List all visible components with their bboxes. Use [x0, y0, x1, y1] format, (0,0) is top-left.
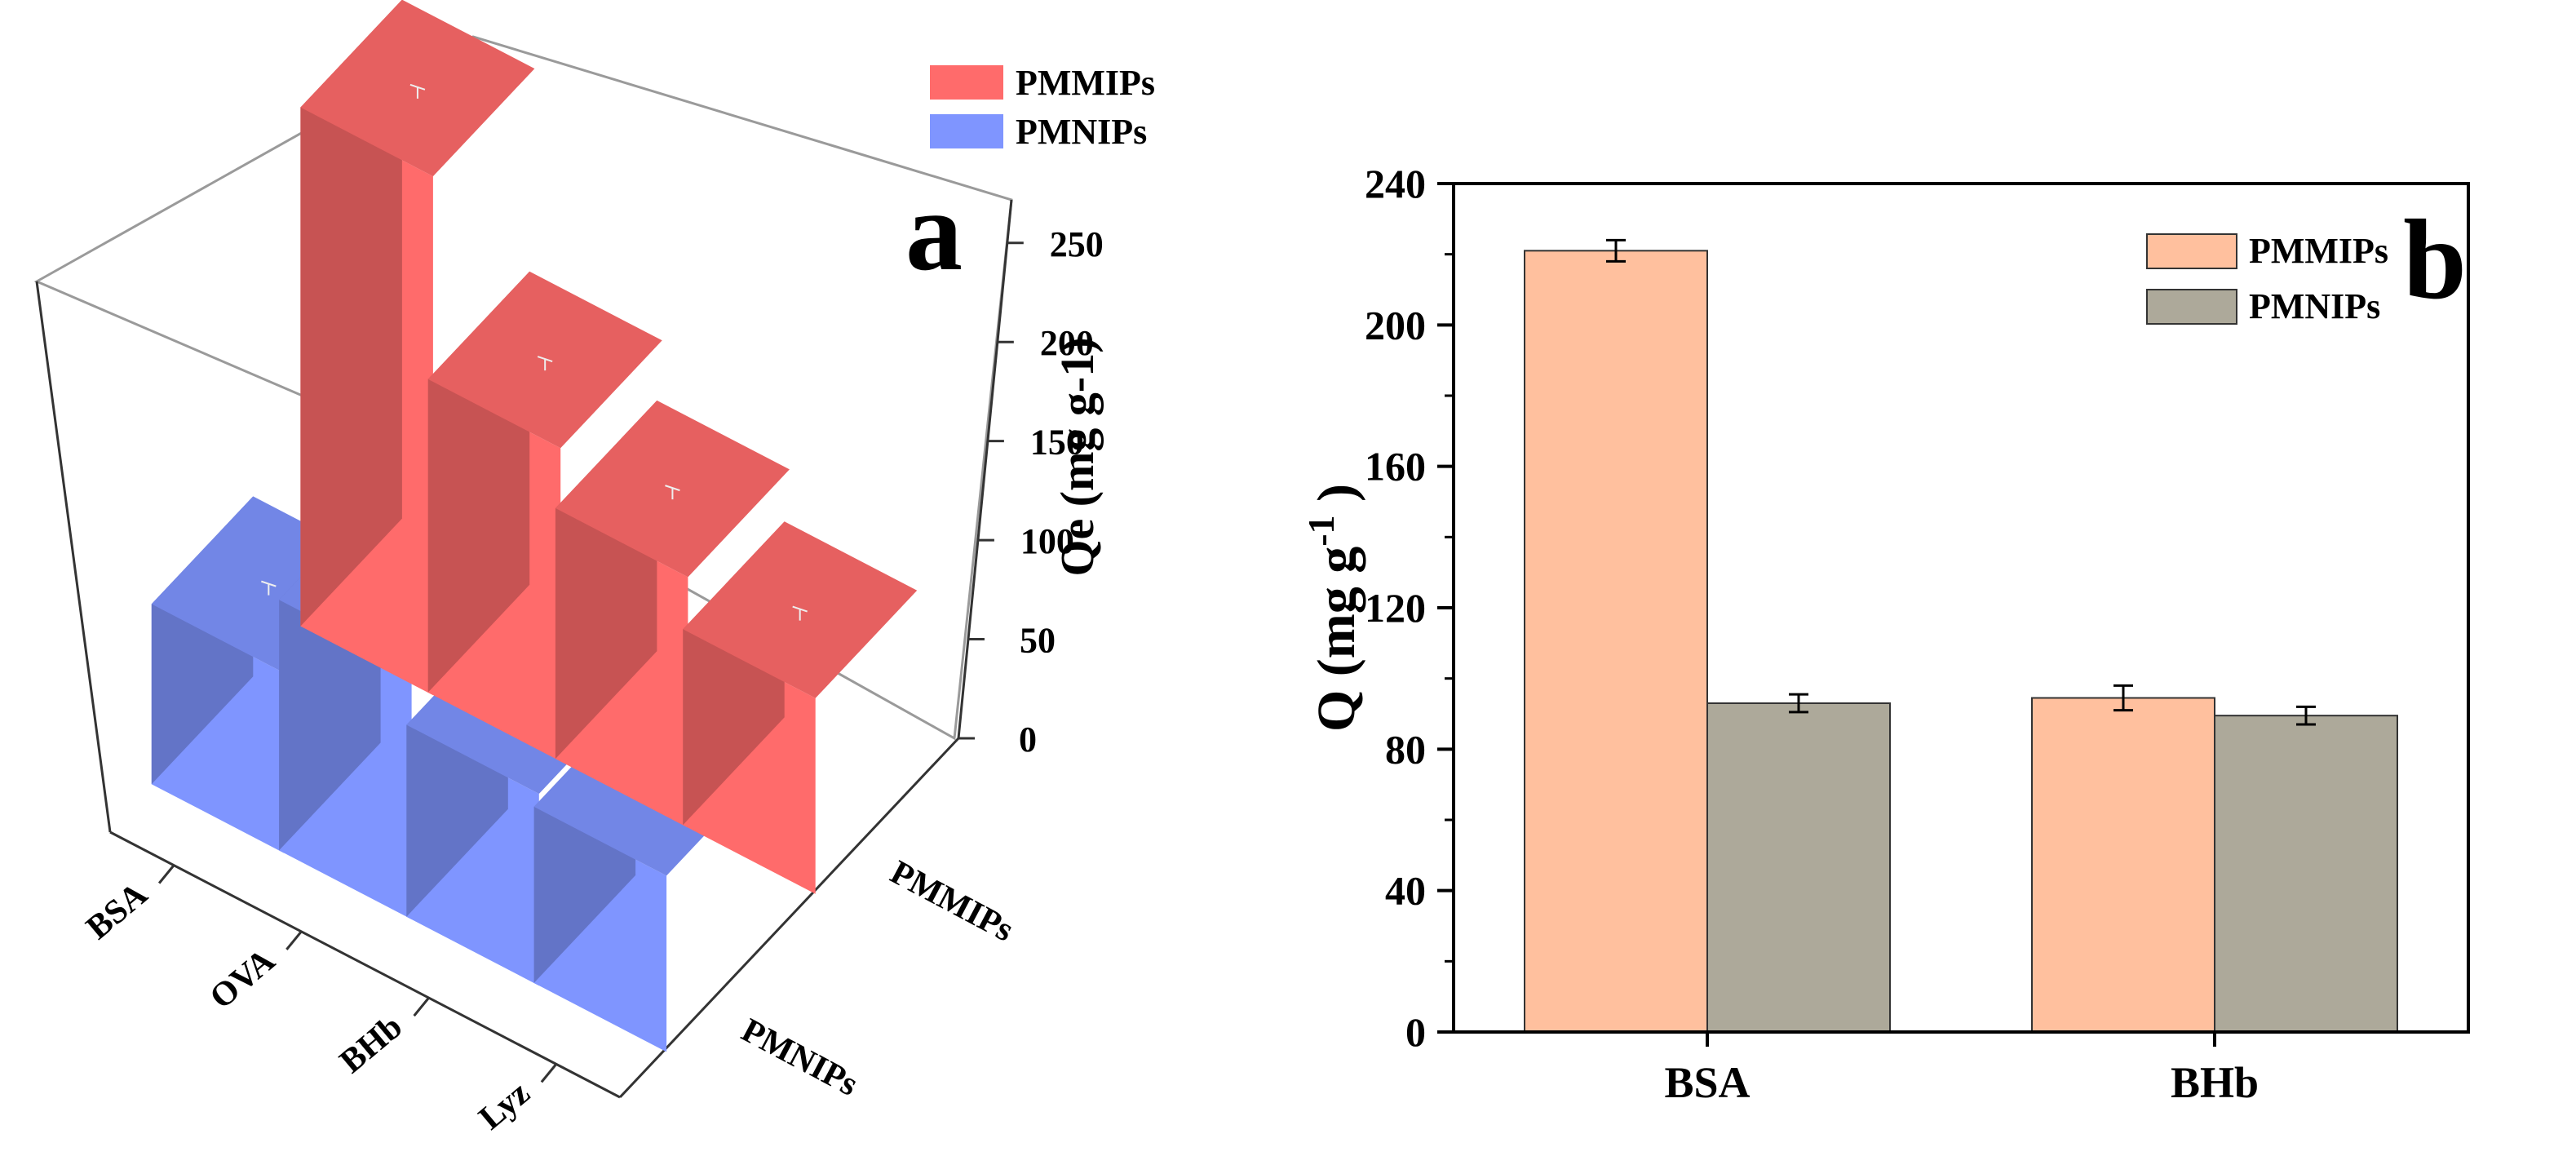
legend-a-label-pmmips: PMMIPs: [1016, 63, 1155, 103]
error-bar-pmmips-bsa: [1606, 238, 1626, 263]
series-label-pmnips: PMNIPs: [736, 1012, 865, 1104]
panel-b-legend: PMMIPs PMNIPs: [2146, 231, 2388, 326]
bar-pmmips-bsa: [300, 0, 535, 696]
panel-a-axes: [35, 199, 1013, 1099]
z-tick-label-150: 150: [1030, 423, 1084, 463]
cat-tick: [540, 1063, 558, 1083]
category-label-bhb: BHb: [333, 1008, 409, 1081]
bar-error-mark: [792, 605, 808, 621]
bar-pmmips-lyz: [683, 521, 918, 894]
panel-a-bars: [151, 0, 918, 1052]
y-tick-label-0: 0: [1405, 1009, 1426, 1055]
z-tick-label-50: 50: [1020, 621, 1056, 661]
x-tick-label-bhb: BHb: [2171, 1058, 2259, 1107]
bar-pmmips-bsa: [1524, 250, 1708, 1034]
panel-a-letter: a: [905, 168, 963, 295]
error-bar-pmnips-bsa: [1789, 693, 1808, 714]
legend-b-swatch-pmnips: [2146, 289, 2237, 325]
y-tick-label-160: 160: [1365, 444, 1426, 489]
cat-tick: [285, 930, 303, 950]
panel-b-category-labels: BSA BHb: [1664, 1032, 2259, 1107]
legend-a-label-pmnips: PMNIPs: [1016, 112, 1147, 152]
panel-b-bar-chart: 0 40 80 120 160 200 240 BSA BHb Q (mg g-1 ) PMM…: [1300, 161, 2470, 1107]
z-tick-label-100: 100: [1020, 521, 1074, 561]
cat-tick: [157, 864, 175, 884]
panel-b-bars: [1524, 238, 2398, 1034]
z-tick-label-200: 200: [1040, 323, 1094, 363]
category-label-bsa: BSA: [79, 875, 155, 947]
y-tick-label-200: 200: [1365, 302, 1426, 348]
bar-error-mark: [665, 485, 680, 500]
cat-tick: [413, 997, 430, 1017]
svg-text:Q (mg g-1 ): Q (mg g-1 ): [1300, 484, 1367, 732]
legend-b-label-pmnips: PMNIPs: [2249, 286, 2380, 326]
legend-a-swatch-pmmips: [930, 65, 1003, 100]
panel-b-y-axis-label: Q (mg g-1 ): [1300, 484, 1367, 732]
legend-b-label-pmmips: PMMIPs: [2249, 231, 2388, 271]
category-label-ova: OVA: [203, 941, 282, 1016]
bar-side-face: [300, 0, 402, 627]
z-tick-label-0: 0: [1019, 720, 1037, 760]
bar-pmmips-bhb: [555, 400, 790, 828]
error-bar-pmmips-bhb: [2113, 684, 2133, 712]
error-bar-pmnips-bhb: [2296, 705, 2316, 726]
y-tick-label-120: 120: [1365, 585, 1426, 631]
panel-a-z-ticks: 0 50 100 150 200 250: [958, 224, 1104, 760]
bar-error-mark: [261, 580, 277, 596]
panel-a-z-axis-label: Qe (mg g-1): [1051, 337, 1104, 576]
legend-a-swatch-pmnips: [930, 114, 1003, 148]
category-label-lyz: Lyz: [472, 1074, 538, 1137]
y-tick-label-40: 40: [1385, 868, 1426, 914]
z-tick-label-250: 250: [1050, 224, 1104, 264]
bar-pmmips-bhb: [2031, 697, 2215, 1033]
panel-b-y-ticks: 0 40 80 120 160 200 240: [1365, 161, 1454, 1055]
bar-pmnips-bsa: [1706, 702, 1891, 1033]
panel-a-legend: PMMIPs PMNIPs: [930, 63, 1155, 152]
bar-pmmips-ova: [427, 271, 662, 762]
panel-b-letter: b: [2403, 197, 2467, 323]
bar-pmnips-bhb: [2214, 715, 2398, 1034]
y-tick-label-80: 80: [1385, 726, 1426, 772]
x-tick-label-bsa: BSA: [1664, 1058, 1750, 1107]
legend-b-swatch-pmmips: [2146, 233, 2237, 269]
y-tick-label-240: 240: [1365, 161, 1426, 206]
bar-error-mark: [409, 83, 426, 99]
series-label-pmmips: PMMIPs: [884, 853, 1020, 949]
bar-error-mark: [537, 356, 553, 371]
